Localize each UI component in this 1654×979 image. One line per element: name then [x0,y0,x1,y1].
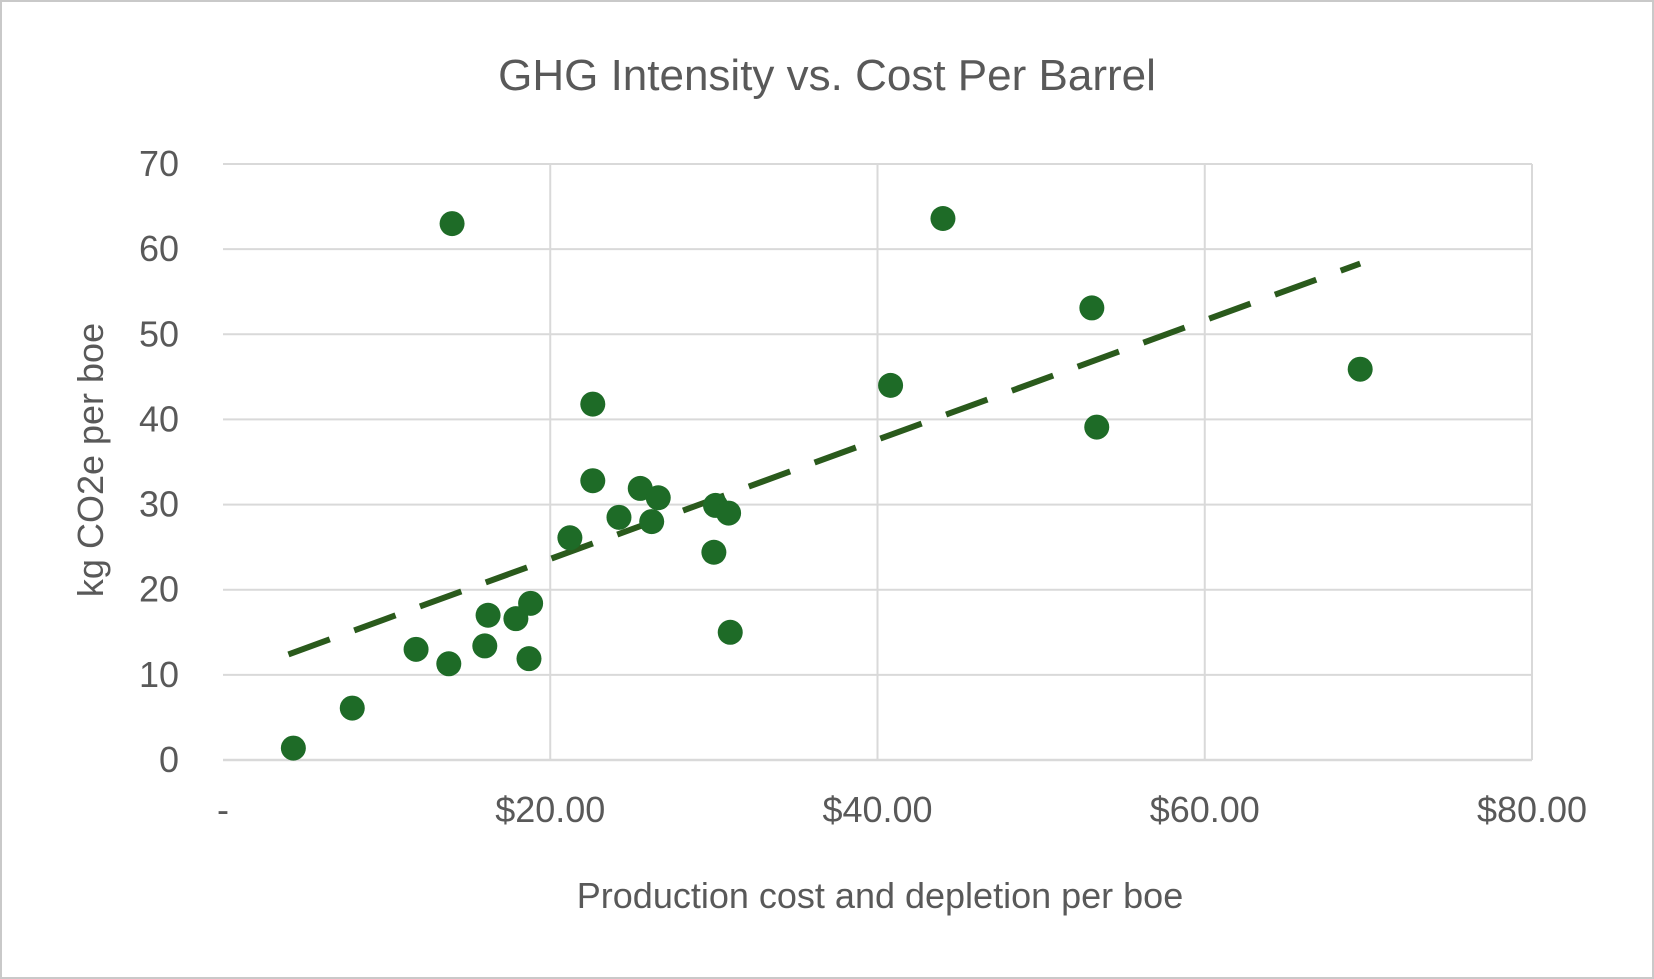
data-point [403,636,429,662]
data-point [1084,414,1110,440]
y-axis-title: kg CO2e per boe [70,323,111,597]
chart-title: GHG Intensity vs. Cost Per Barrel [498,51,1156,100]
data-point [436,651,462,677]
trendline [287,260,1362,658]
data-point [606,504,632,530]
x-tick-label: $20.00 [495,789,605,830]
data-point [580,468,606,494]
y-axis-ticks: 0 10 20 30 40 50 60 70 [139,143,179,780]
y-tick-label: 40 [139,398,179,439]
gridlines [223,163,1533,762]
x-axis-title: Production cost and depletion per boe [577,875,1183,916]
data-point [439,211,465,237]
y-tick-label: 30 [139,484,179,525]
data-point [518,590,544,616]
y-tick-label: 20 [139,569,179,610]
data-point [717,619,743,645]
data-points [280,205,1373,761]
y-tick-label: 10 [139,654,179,695]
data-point [580,391,606,417]
data-point [557,525,583,551]
data-point [1079,295,1105,321]
data-point [1347,356,1373,382]
data-point [639,509,665,535]
data-point [645,485,671,511]
data-point [878,372,904,398]
data-point [280,735,306,761]
y-tick-label: 50 [139,313,179,354]
x-tick-label: $40.00 [822,789,932,830]
y-tick-label: 70 [139,143,179,184]
data-point [475,602,501,628]
x-axis-ticks: - $20.00 $40.00 $60.00 $80.00 [217,789,1587,830]
data-point [716,500,742,526]
data-point [701,539,727,565]
data-point [339,695,365,721]
y-tick-label: 0 [159,739,179,780]
data-point [516,646,542,672]
x-tick-label: $60.00 [1150,789,1260,830]
x-tick-label: - [217,789,229,830]
trendline-layer [287,260,1362,658]
data-point [472,633,498,659]
data-point [930,205,956,231]
y-tick-label: 60 [139,228,179,269]
x-tick-label: $80.00 [1477,789,1587,830]
